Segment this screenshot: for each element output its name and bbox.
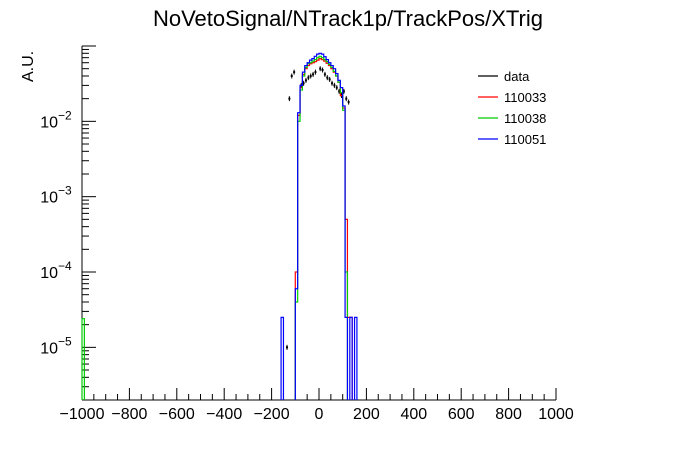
- series-data-point: [335, 85, 338, 91]
- series-data-point: [326, 75, 329, 81]
- series-110038-histogram: [81, 55, 349, 400]
- marker: [321, 69, 324, 72]
- x-tick-label: 0: [315, 406, 324, 423]
- series-data-point: [307, 75, 310, 81]
- plot-area: −1000 −800 −600 −400 −200 0 200 400 600 800 1000 10…: [40, 45, 574, 423]
- marker: [333, 84, 336, 87]
- marker: [286, 346, 289, 349]
- marker: [345, 97, 348, 100]
- series-data-point: [328, 76, 331, 82]
- series-data-point: [314, 69, 317, 75]
- y-tick-label: 10: [40, 340, 58, 357]
- marker: [304, 79, 307, 82]
- series-data-point: [345, 96, 348, 102]
- series-data-point: [304, 77, 307, 83]
- y-axis-label: A.U.: [20, 51, 37, 82]
- y-tick-exponent: −4: [58, 259, 72, 273]
- series-data-point: [312, 71, 315, 77]
- series-data-point: [323, 71, 326, 77]
- marker: [335, 86, 338, 89]
- y-tick-exponent: −3: [58, 184, 72, 198]
- marker: [338, 90, 341, 93]
- marker: [323, 73, 326, 76]
- series-data-point: [347, 99, 350, 105]
- x-tick-label: −1000: [60, 406, 105, 423]
- marker: [326, 76, 329, 79]
- marker: [309, 74, 312, 77]
- series-data-point: [331, 80, 334, 86]
- legend: data 110033 110038 110051: [478, 69, 546, 147]
- chart-title: NoVetoSignal/NTrack1p/TrackPos/XTrig: [153, 6, 543, 31]
- y-tick-label: 10: [40, 114, 58, 131]
- x-tick-label: 600: [448, 406, 475, 423]
- marker: [347, 101, 350, 104]
- marker: [328, 78, 331, 81]
- legend-label-110033: 110033: [504, 90, 546, 105]
- marker: [307, 76, 310, 79]
- marker: [293, 71, 296, 74]
- series-110051-histogram: [280, 52, 358, 400]
- x-tick-label: 200: [353, 406, 380, 423]
- series-data-point: [342, 88, 345, 94]
- marker: [319, 67, 322, 70]
- marker: [290, 74, 293, 77]
- y-tick-label: 10: [40, 190, 58, 207]
- series-data-point: [321, 67, 324, 73]
- series-data-point: [302, 80, 305, 86]
- x-tick-label: −600: [159, 406, 195, 423]
- y-tick-exponent: −2: [58, 108, 72, 122]
- marker: [314, 71, 317, 74]
- marker: [302, 82, 305, 85]
- x-tick-label: 800: [495, 406, 522, 423]
- series-data-point: [338, 88, 341, 94]
- marker: [312, 73, 315, 76]
- series-data-point: [333, 82, 336, 88]
- marker: [331, 82, 334, 85]
- series-data-point: [309, 73, 312, 79]
- y-tick-exponent: −5: [58, 334, 72, 348]
- x-tick-label: 400: [400, 406, 427, 423]
- legend-label-110038: 110038: [504, 111, 546, 126]
- series-data-point: [319, 66, 322, 72]
- series-data-point: [286, 344, 289, 350]
- series-data-point: [293, 69, 296, 75]
- x-tick-label: −200: [254, 406, 290, 423]
- legend-label-data: data: [504, 69, 530, 84]
- y-tick-label: 10: [40, 265, 58, 282]
- series-data-point: [288, 96, 291, 102]
- marker: [288, 97, 291, 100]
- legend-label-110051: 110051: [504, 132, 546, 147]
- x-tick-label: −400: [206, 406, 242, 423]
- x-tick-label: 1000: [538, 406, 574, 423]
- x-tick-label: −800: [111, 406, 147, 423]
- series-data-point: [290, 73, 293, 79]
- marker: [342, 90, 345, 93]
